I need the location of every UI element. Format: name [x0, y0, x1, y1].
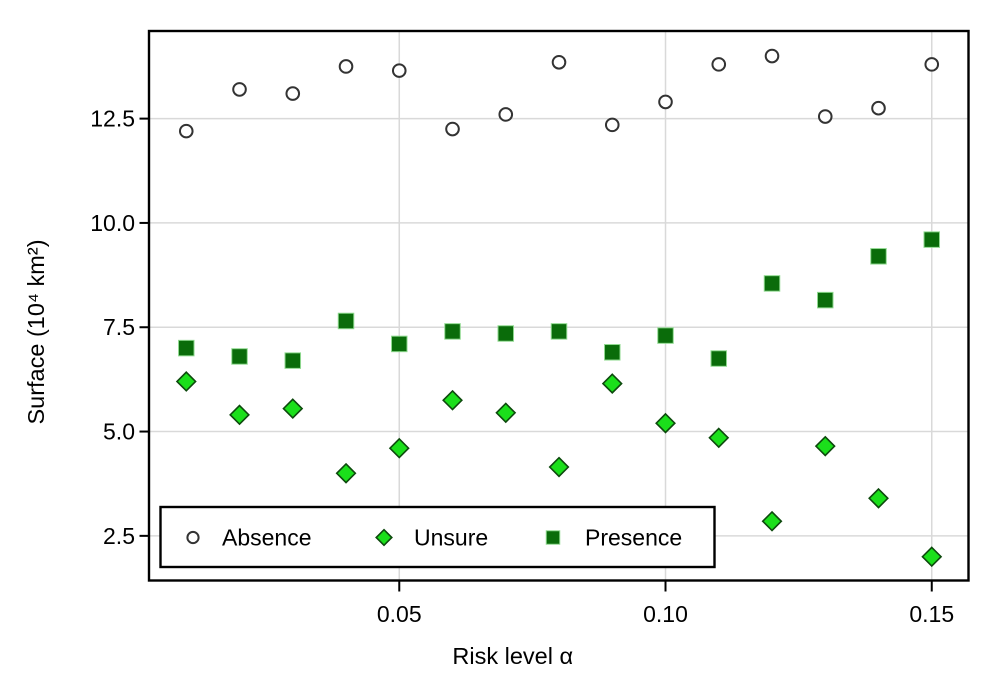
data-point-presence — [444, 323, 461, 340]
data-point-presence — [657, 327, 674, 344]
data-point-absence — [604, 117, 620, 133]
y-tick-label: 2.5 — [103, 523, 135, 549]
data-point-unsure — [442, 389, 463, 411]
series-absence — [178, 48, 940, 139]
data-point-absence — [551, 54, 567, 70]
plot-border — [147, 29, 970, 582]
data-point-presence — [178, 339, 195, 357]
data-point-presence — [337, 312, 355, 330]
data-point-absence — [498, 107, 514, 122]
x-tick-label: 0.10 — [643, 601, 688, 627]
legend: Absence Unsure Presence — [159, 505, 716, 569]
x-tick-label: 0.15 — [909, 601, 954, 627]
data-point-presence — [817, 291, 834, 309]
data-point-absence — [338, 59, 354, 74]
data-point-unsure — [814, 435, 836, 457]
data-point-unsure — [175, 371, 197, 392]
data-point-unsure — [495, 402, 517, 424]
y-tick-label: 10.0 — [90, 210, 135, 236]
data-point-unsure — [335, 462, 357, 484]
legend-label: Absence — [222, 525, 312, 551]
data-point-presence — [497, 325, 515, 342]
legend-marker-square-icon — [545, 530, 561, 545]
data-point-unsure — [282, 398, 304, 420]
data-point-presence — [550, 323, 568, 340]
data-point-presence — [284, 352, 302, 369]
legend-marker-diamond-icon — [375, 528, 393, 547]
data-point-absence — [764, 48, 780, 64]
x-axis-label: Risk level α — [452, 643, 573, 669]
legend-label: Presence — [585, 525, 682, 551]
series-presence — [178, 231, 941, 369]
legend-item-presence: Presence — [545, 525, 682, 551]
y-tick-label: 7.5 — [103, 314, 135, 340]
data-point-presence — [763, 275, 781, 292]
data-point-presence — [870, 248, 887, 265]
data-point-absence — [817, 109, 833, 124]
data-point-unsure — [388, 437, 410, 459]
data-point-absence — [658, 94, 673, 110]
data-point-unsure — [708, 427, 730, 449]
data-point-absence — [445, 121, 460, 137]
data-point-presence — [710, 350, 728, 367]
data-point-presence — [231, 348, 248, 365]
legend-item-unsure: Unsure — [375, 525, 488, 551]
data-point-absence — [178, 123, 194, 139]
legend-marker-circle-icon — [186, 530, 200, 545]
legend-label: Unsure — [414, 525, 488, 551]
y-tick-label: 12.5 — [90, 106, 135, 132]
data-point-unsure — [601, 373, 623, 394]
series-unsure — [175, 371, 943, 568]
data-point-absence — [391, 63, 407, 78]
data-point-unsure — [229, 404, 250, 426]
data-point-absence — [924, 57, 940, 72]
data-point-unsure — [548, 456, 570, 478]
data-point-unsure — [868, 487, 889, 509]
legend-item-absence: Absence — [186, 525, 312, 551]
data-point-absence — [871, 100, 886, 116]
y-tick-label: 5.0 — [103, 419, 135, 445]
data-point-presence — [391, 335, 408, 353]
data-point-presence — [604, 344, 621, 361]
data-point-absence — [711, 57, 727, 72]
data-point-unsure — [761, 510, 783, 532]
data-point-unsure — [921, 546, 943, 568]
x-tick-label: 0.05 — [377, 601, 422, 627]
y-axis-label: Surface (10⁴ km²) — [23, 239, 49, 424]
data-point-presence — [923, 231, 941, 248]
data-point-absence — [285, 86, 301, 101]
data-point-unsure — [655, 412, 676, 434]
legend-box — [159, 505, 716, 569]
data-point-absence — [232, 82, 247, 97]
